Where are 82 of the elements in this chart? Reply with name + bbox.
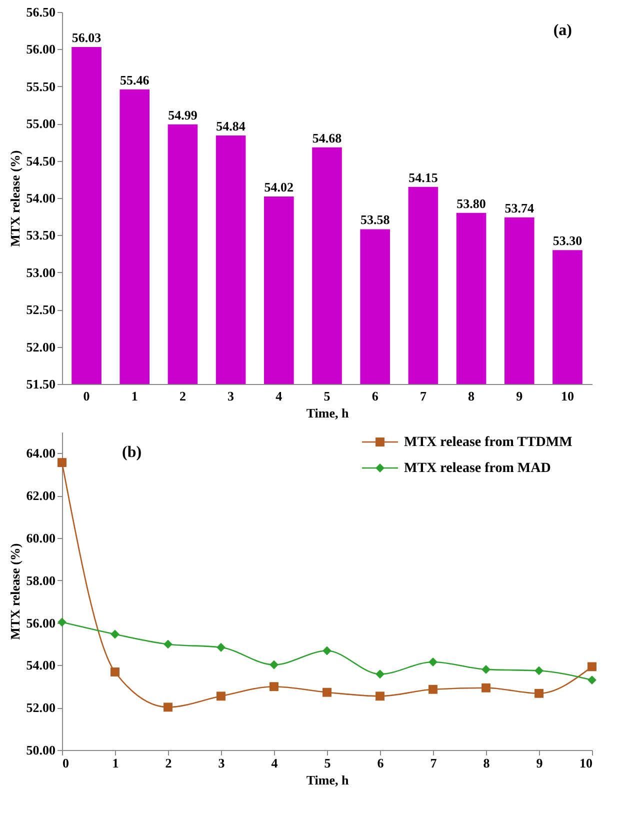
y-tick-label: 55.00 xyxy=(26,116,56,132)
y-tick-label: 53.50 xyxy=(26,228,56,243)
point xyxy=(164,702,172,712)
data-label: 53.74 xyxy=(504,200,535,216)
point xyxy=(376,670,384,679)
data-label: 53.80 xyxy=(456,196,486,211)
y-tick-label: 56.50 xyxy=(26,4,56,20)
x-tick-label: 8 xyxy=(483,756,490,770)
point xyxy=(216,642,226,652)
x-tick-label: 8 xyxy=(468,388,476,404)
point xyxy=(482,683,490,692)
data-label: 53.30 xyxy=(552,233,582,248)
point xyxy=(588,676,596,685)
x-tick-label: 4 xyxy=(276,388,283,404)
x-tick-label: 6 xyxy=(372,388,379,404)
point xyxy=(110,668,120,676)
x-tick-label: 5 xyxy=(324,756,332,770)
x-tick-label: 5 xyxy=(324,388,331,404)
y-tick-label: 51.50 xyxy=(26,376,56,392)
y-tick-label: 50.00 xyxy=(26,742,56,758)
y-tick-label: 56.00 xyxy=(26,615,56,630)
point xyxy=(428,658,438,666)
y-tick-label: 52.50 xyxy=(26,302,56,318)
point xyxy=(216,692,226,701)
y-tick-label: 56.00 xyxy=(26,42,56,57)
data-label: 54.15 xyxy=(408,170,438,185)
x-tick-label: 1 xyxy=(112,756,119,770)
x-tick-label: 3 xyxy=(228,388,235,404)
data-label: 55.46 xyxy=(120,72,150,88)
y-tick-label: 58.00 xyxy=(26,572,56,588)
point xyxy=(164,640,172,649)
data-label: 54.84 xyxy=(216,118,246,134)
x-tick-label: 7 xyxy=(430,756,438,770)
point xyxy=(322,646,332,656)
y-tick-label: 53.00 xyxy=(26,264,56,280)
point xyxy=(482,664,490,674)
y-tick-label: 62.00 xyxy=(26,488,56,504)
y-tick-label: 52.00 xyxy=(26,339,56,354)
x-tick-label: 10 xyxy=(560,388,574,404)
x-tick-label: 9 xyxy=(536,756,544,770)
x-tick-label: 4 xyxy=(271,756,278,770)
legend-label: MTX release from TTDMM xyxy=(404,435,572,450)
data-label: 53.58 xyxy=(360,212,390,228)
x-tick-label: 7 xyxy=(420,388,427,404)
x-tick-label: 10 xyxy=(580,756,592,770)
y-tick-label: 64.00 xyxy=(26,446,56,461)
x-tick-label: 1 xyxy=(131,388,138,404)
y-axis-title: MTX release (%) xyxy=(7,150,22,247)
y-tick-label: 52.00 xyxy=(26,700,56,716)
x-tick-label: 2 xyxy=(179,388,186,404)
point xyxy=(58,618,66,627)
point xyxy=(534,666,544,676)
annotation: (a) xyxy=(553,22,572,39)
y-tick-label: 54.50 xyxy=(26,153,56,168)
y-tick-label: 55.50 xyxy=(26,78,56,94)
data-label: 56.03 xyxy=(72,30,102,45)
point xyxy=(428,684,438,694)
x-tick-label: 0 xyxy=(62,756,69,770)
point xyxy=(270,682,278,692)
point xyxy=(534,688,544,698)
point xyxy=(270,660,278,670)
y-axis-title: MTX release (%) xyxy=(7,543,22,640)
x-axis-title: Time, h xyxy=(306,406,350,420)
data-label: 54.99 xyxy=(168,107,198,122)
x-tick-label: 9 xyxy=(516,388,524,404)
x-tick-label: 3 xyxy=(218,756,226,770)
y-tick-label: 54.00 xyxy=(26,190,56,206)
x-axis-title: Time, h xyxy=(306,772,350,788)
x-tick-label: 2 xyxy=(165,756,172,770)
x-tick-label: 6 xyxy=(377,756,384,770)
y-tick-label: 60.00 xyxy=(26,530,56,546)
annotation: (b) xyxy=(122,444,142,461)
point xyxy=(588,662,596,672)
point xyxy=(322,688,332,697)
x-tick-label: 0 xyxy=(83,388,90,404)
data-label: 54.68 xyxy=(312,130,342,146)
point xyxy=(58,458,66,467)
legend-label: MTX release from MAD xyxy=(404,461,551,476)
point xyxy=(376,692,384,701)
data-label: 54.02 xyxy=(264,180,294,195)
point xyxy=(110,630,120,639)
y-tick-label: 54.00 xyxy=(26,658,56,673)
